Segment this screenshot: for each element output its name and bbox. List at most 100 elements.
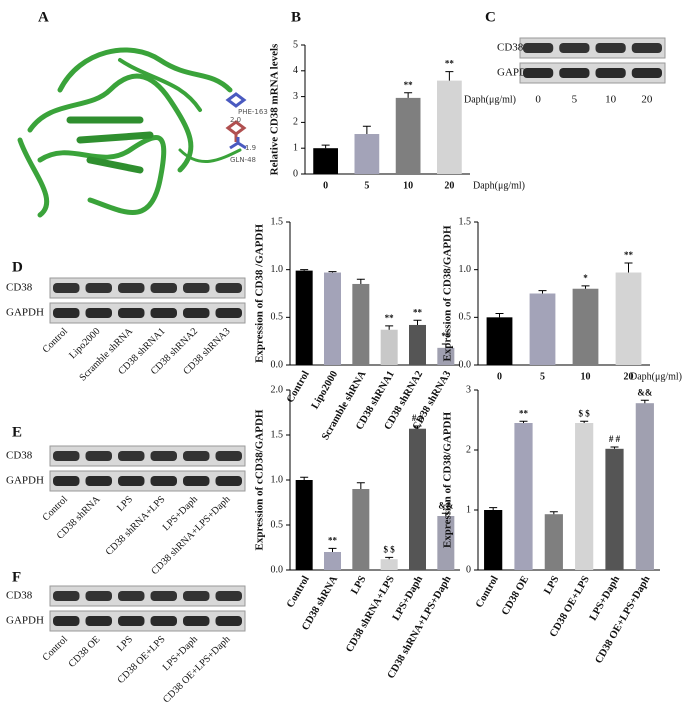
blot-band — [53, 451, 80, 461]
y-tick-label: 2.0 — [271, 384, 284, 395]
structure-label: 2.0 — [230, 116, 241, 124]
lane-label: Control — [41, 494, 71, 524]
y-tick-label: 2 — [293, 117, 298, 128]
protein-structure — [17, 47, 242, 218]
blot-band — [118, 591, 145, 601]
y-tick-label: 1.5 — [271, 429, 284, 440]
blot-band — [215, 451, 242, 461]
panel-letter: E — [12, 424, 22, 440]
significance-label: ** — [519, 408, 529, 418]
y-tick-label: 2 — [466, 444, 471, 455]
bar — [409, 428, 426, 570]
blot-band — [85, 616, 112, 626]
x-axis-label: Daph(μg/ml) — [630, 371, 682, 382]
y-tick-label: 4 — [293, 65, 298, 76]
lane-label: 5 — [572, 94, 578, 106]
panel-letter: B — [291, 9, 301, 25]
error-bar — [441, 343, 450, 348]
y-tick-label: 3 — [466, 384, 471, 395]
significance-label: * — [583, 273, 588, 283]
y-axis-label: Expression of cCD38/GAPDH — [254, 409, 266, 550]
blot-band — [559, 68, 590, 78]
bar — [324, 272, 341, 365]
bar — [437, 80, 462, 174]
error-bar — [328, 547, 337, 552]
error-bar — [321, 144, 330, 149]
blot-band — [215, 283, 242, 293]
error-bar — [538, 290, 547, 294]
y-tick-label: 1 — [293, 142, 298, 153]
blot-band — [215, 616, 242, 626]
x-tick-label: Lipo2000 — [310, 369, 341, 411]
x-tick-label: 10 — [403, 180, 413, 191]
bar — [409, 324, 426, 365]
y-axis-label: Expression of CD38 /GAPDH — [254, 224, 266, 363]
error-bar — [362, 125, 371, 135]
significance-label: ** — [624, 250, 634, 260]
blot-row-label: CD38 — [6, 282, 33, 294]
significance-label: $ $ — [579, 408, 591, 418]
blot-strip — [519, 62, 666, 84]
lane-label: 20 — [641, 94, 653, 106]
lane-label: 10 — [605, 94, 617, 106]
blot-band — [118, 308, 145, 318]
significance-label: # # — [412, 413, 424, 423]
blot-band — [183, 591, 210, 601]
panel-letter: C — [485, 9, 496, 25]
error-bar — [385, 325, 394, 330]
bar — [605, 448, 624, 570]
blot-row-label: CD38 — [6, 450, 33, 462]
blot-band — [85, 451, 112, 461]
x-tick-label: 0 — [323, 180, 328, 191]
panel-letter: F — [12, 569, 21, 585]
blot-row-label: GAPDH — [6, 475, 44, 487]
significance-label: ** — [404, 80, 414, 90]
error-bar — [610, 446, 619, 449]
blot-band — [150, 308, 177, 318]
y-tick-label: 0.0 — [271, 359, 284, 370]
y-tick-label: 0.5 — [271, 519, 284, 530]
significance-label: ** — [385, 313, 395, 323]
blot-row-label: CD38 — [6, 590, 33, 602]
ligand-sticks — [225, 92, 247, 150]
lane-label: Control — [41, 326, 71, 356]
bar — [295, 480, 313, 570]
y-tick-label: 0.0 — [459, 359, 472, 370]
blot-band — [183, 308, 210, 318]
y-tick-label: 0.5 — [459, 312, 472, 323]
error-bar — [495, 313, 504, 318]
blot-band — [150, 616, 177, 626]
x-tick-label: CD38 shRNA+LPS+Daph — [386, 574, 454, 681]
blot-band — [85, 476, 112, 486]
blot-row-label: GAPDH — [6, 615, 44, 627]
error-bar — [328, 271, 337, 273]
bar — [635, 403, 654, 570]
bar — [575, 423, 594, 570]
significance-label: ** — [413, 307, 423, 317]
blot-band — [631, 43, 662, 53]
y-tick-label: 0.5 — [271, 312, 284, 323]
x-tick-label: LPS — [542, 574, 561, 596]
blot-band — [85, 591, 112, 601]
lane-label: Control — [41, 634, 71, 664]
bar — [486, 317, 513, 365]
lane-label: CD38 shRNA+LPS — [104, 494, 168, 558]
significance-label: ** — [441, 331, 451, 341]
bar — [354, 134, 380, 174]
y-tick-label: 1.0 — [271, 264, 284, 275]
x-tick-label: CD38 OE+LPS+Daph — [593, 574, 652, 666]
y-tick-label: 1.5 — [271, 216, 284, 227]
blot-band — [118, 616, 145, 626]
blot-band — [215, 476, 242, 486]
bar — [313, 148, 338, 174]
error-bar — [445, 71, 454, 81]
blot-band — [559, 43, 590, 53]
error-bar — [385, 556, 394, 560]
x-tick-label: 5 — [540, 371, 545, 382]
error-bar — [581, 285, 590, 289]
bar — [395, 97, 421, 174]
x-tick-label: LPS+Daph — [588, 574, 622, 623]
blot-row-label: GAPDH — [6, 307, 44, 319]
lane-label: LPS — [115, 634, 135, 654]
